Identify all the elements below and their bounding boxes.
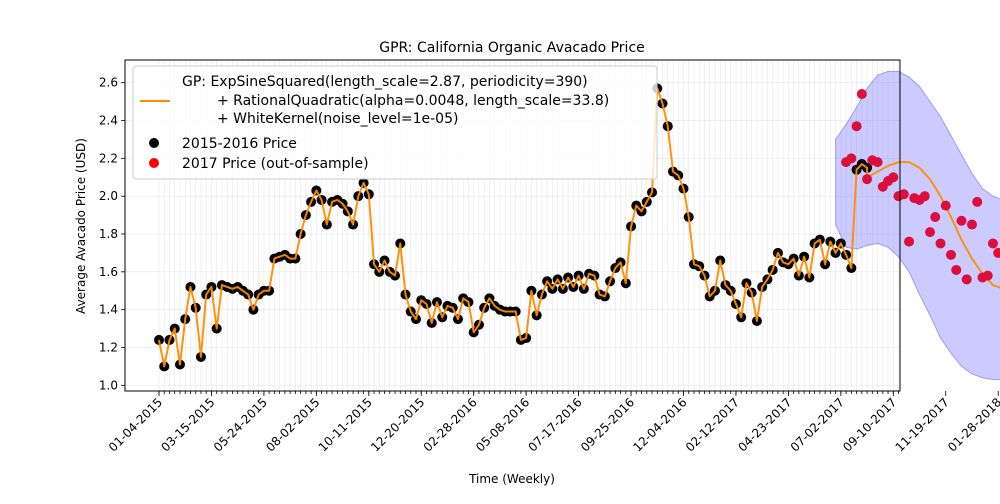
- y-axis-label: Average Avacado Price (USD): [74, 138, 88, 314]
- y-tick-label: 1.4: [99, 303, 118, 317]
- test-points: [841, 89, 1000, 285]
- test-point: [904, 236, 915, 247]
- legend-test-label: 2017 Price (out-of-sample): [182, 156, 369, 172]
- test-point: [925, 227, 936, 238]
- y-axis: 1.0 1.2 1.4 1.6 1.8 2.0 2.2 2.4 2.6: [99, 76, 125, 392]
- plot-frame: [124, 59, 901, 392]
- y-tick-label: 1.0: [99, 378, 118, 392]
- y-tick-label: 1.6: [99, 265, 118, 279]
- grid: [125, 60, 900, 391]
- gp-mean-line: [158, 87, 1000, 368]
- test-point: [951, 264, 962, 275]
- test-point: [945, 249, 956, 260]
- legend-gp-line3: + WhiteKernel(noise_level=1e-05): [217, 111, 458, 127]
- test-point: [862, 174, 873, 185]
- test-point: [966, 219, 977, 230]
- test-point: [982, 270, 993, 281]
- legend-gp-line2: + RationalQuadratic(alpha=0.0048, length…: [217, 93, 609, 109]
- test-point: [919, 191, 930, 202]
- test-point: [846, 153, 857, 164]
- legend-box: [132, 65, 658, 180]
- test-point: [940, 200, 951, 211]
- legend-test-swatch: [149, 158, 159, 168]
- legend-train-label: 2015-2016 Price: [182, 136, 297, 152]
- test-point: [888, 172, 899, 183]
- test-point: [935, 238, 946, 249]
- legend-gp-line1: GP: ExpSineSquared(length_scale=2.87, pe…: [182, 74, 588, 90]
- y-tick-label: 2.0: [99, 189, 118, 203]
- x-axis-label: Time (Weekly): [468, 472, 555, 486]
- test-point: [987, 238, 998, 249]
- gp-mean-path: [158, 87, 1000, 368]
- y-tick-label: 1.2: [99, 340, 118, 354]
- test-point: [972, 196, 983, 207]
- test-point: [930, 211, 941, 222]
- y-tick-label: 2.2: [99, 151, 118, 165]
- legend: GP: ExpSineSquared(length_scale=2.87, pe…: [132, 65, 658, 180]
- chart-title: GPR: California Organic Avacado Price: [379, 40, 645, 56]
- test-point: [898, 189, 909, 200]
- test-point: [993, 247, 1000, 258]
- test-point: [956, 215, 967, 226]
- confidence-band: [835, 70, 1000, 381]
- y-tick-label: 1.8: [99, 227, 118, 241]
- legend-train-swatch: [149, 138, 159, 148]
- test-point: [872, 157, 883, 168]
- y-tick-label: 2.6: [99, 76, 118, 90]
- y-tick-label: 2.4: [99, 114, 118, 128]
- test-point: [856, 89, 867, 100]
- confidence-band-area: [835, 70, 1000, 381]
- test-point: [961, 274, 972, 285]
- test-point: [851, 121, 862, 132]
